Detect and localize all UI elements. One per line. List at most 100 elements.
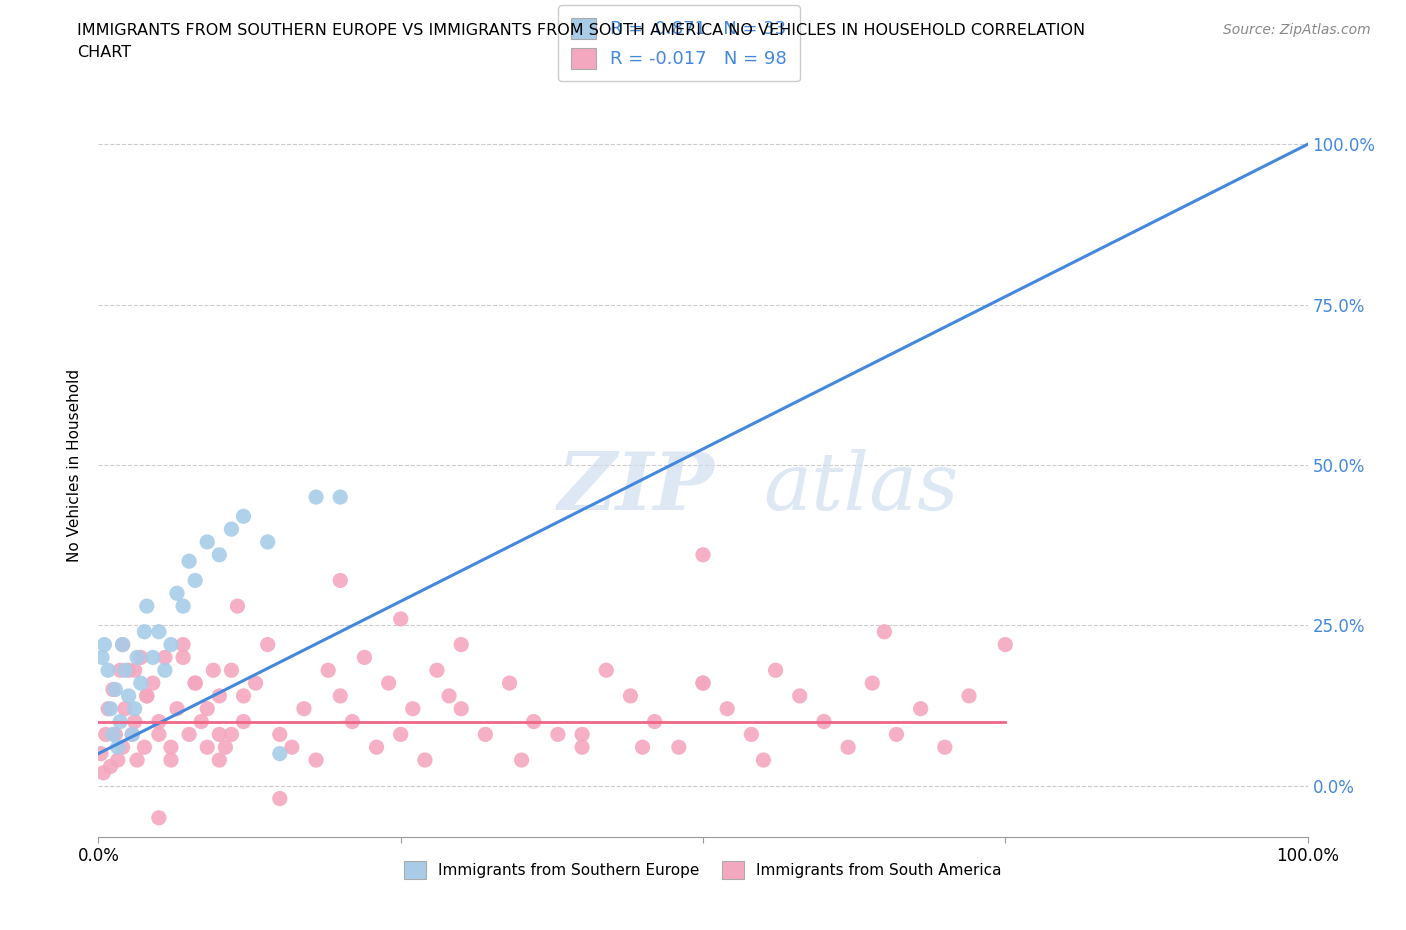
Point (571, 727, 593, 742)
Point (195, 535, 218, 550)
Point (124, 714, 146, 729)
Point (135, 599, 157, 614)
Point (134, 624, 156, 639)
Point (305, 752, 328, 767)
Point (366, 739, 388, 754)
Point (129, 650, 152, 665)
Point (160, 752, 183, 767)
Point (269, 791, 291, 806)
Point (153, 663, 176, 678)
Point (329, 573, 352, 588)
Point (426, 663, 449, 678)
Point (256, 535, 278, 550)
Point (221, 663, 243, 678)
Point (957, 688, 980, 703)
Point (124, 701, 146, 716)
Point (221, 727, 243, 742)
Point (716, 701, 738, 716)
Point (571, 739, 593, 754)
Point (547, 727, 569, 742)
Point (184, 573, 207, 588)
Point (127, 650, 149, 665)
Point (498, 675, 520, 690)
Point (104, 727, 127, 742)
Point (91, 765, 114, 780)
Point (97, 701, 120, 716)
Point (111, 637, 134, 652)
Point (148, 714, 170, 729)
Point (837, 739, 859, 754)
Point (195, 701, 218, 716)
Point (214, 739, 236, 754)
Point (172, 650, 194, 665)
Point (221, 522, 243, 537)
Point (765, 663, 787, 678)
Point (226, 599, 249, 614)
Point (269, 746, 291, 761)
Point (108, 663, 131, 678)
Text: Source: ZipAtlas.com: Source: ZipAtlas.com (1223, 23, 1371, 37)
Point (377, 675, 399, 690)
Point (172, 599, 194, 614)
Point (97, 663, 120, 678)
Point (129, 675, 152, 690)
Point (166, 701, 188, 716)
Point (631, 739, 654, 754)
Point (474, 727, 496, 742)
Text: atlas: atlas (763, 448, 959, 526)
Point (190, 714, 212, 729)
Legend: Immigrants from Southern Europe, Immigrants from South America: Immigrants from Southern Europe, Immigra… (398, 856, 1008, 885)
Point (523, 714, 546, 729)
Point (450, 637, 472, 652)
Point (389, 612, 412, 627)
Point (668, 739, 690, 754)
Point (108, 714, 131, 729)
Point (121, 727, 143, 742)
Point (232, 688, 254, 703)
Point (94, 727, 117, 742)
Point (644, 714, 666, 729)
Point (873, 624, 896, 639)
Point (93, 637, 115, 652)
Point (166, 586, 188, 601)
Point (860, 675, 883, 690)
Point (910, 701, 932, 716)
Point (450, 701, 472, 716)
Point (107, 752, 129, 767)
Point (100, 701, 122, 716)
Point (153, 650, 176, 665)
Text: ZIP: ZIP (558, 448, 714, 526)
Point (100, 759, 122, 774)
Point (208, 548, 231, 563)
Point (305, 489, 328, 504)
Point (692, 675, 714, 690)
Point (142, 650, 165, 665)
Point (208, 752, 231, 767)
Point (111, 637, 134, 652)
Point (90, 746, 112, 761)
Point (269, 727, 291, 742)
Point (813, 714, 835, 729)
Point (134, 739, 156, 754)
Point (179, 553, 201, 568)
Y-axis label: No Vehicles in Household: No Vehicles in Household (67, 368, 83, 562)
Point (232, 509, 254, 524)
Point (245, 675, 267, 690)
Point (104, 682, 127, 697)
Point (107, 739, 129, 754)
Point (91, 650, 114, 665)
Point (329, 489, 352, 504)
Point (437, 688, 460, 703)
Point (389, 727, 412, 742)
Point (184, 675, 207, 690)
Point (934, 739, 956, 754)
Point (184, 675, 207, 690)
Point (114, 663, 136, 678)
Point (256, 637, 278, 652)
Point (135, 688, 157, 703)
Point (692, 548, 714, 563)
Point (329, 688, 352, 703)
Point (135, 688, 157, 703)
Point (316, 663, 339, 678)
Point (886, 727, 908, 742)
